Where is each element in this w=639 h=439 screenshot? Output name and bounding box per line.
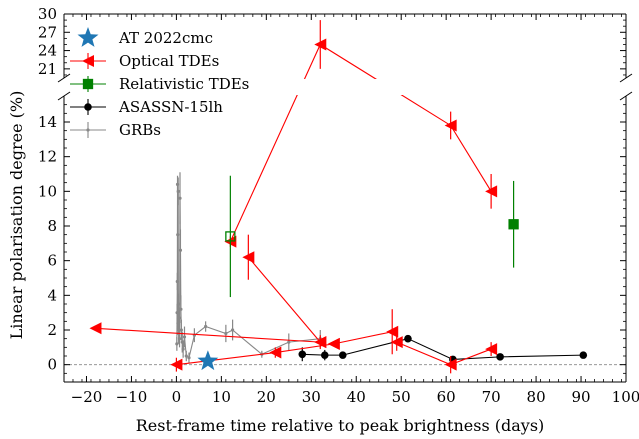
- x-tick-label: 90: [571, 388, 590, 406]
- legend-label: GRBs: [119, 121, 161, 139]
- legend-marker: [84, 103, 92, 111]
- grb-point: [287, 340, 291, 344]
- x-tick-label: 10: [212, 388, 231, 406]
- y-tick-label: 0: [47, 356, 57, 374]
- asassn-point: [579, 351, 588, 359]
- legend-item: Optical TDEs: [70, 52, 219, 70]
- x-tick-label: 80: [527, 388, 546, 406]
- optical-tde-point: [269, 346, 282, 359]
- asassn-point: [298, 350, 307, 359]
- x-tick-label: 60: [437, 388, 456, 406]
- grb-point: [175, 279, 179, 284]
- legend-item: ASASSN-15lh: [70, 98, 223, 116]
- x-tick-label: 100: [612, 388, 639, 406]
- y-tick-label: 6: [47, 252, 57, 270]
- optical-tde-point: [314, 38, 327, 51]
- grb-point: [176, 189, 180, 193]
- legend-marker: [77, 27, 99, 47]
- x-axis-label: Rest-frame time relative to peak brightn…: [136, 416, 545, 435]
- relativistic-tde-point: [225, 231, 236, 242]
- optical-tde-point: [485, 185, 498, 198]
- optical-tde-point: [89, 322, 102, 335]
- x-tick-label: 0: [172, 388, 182, 406]
- grb-point: [176, 302, 181, 306]
- y-tick-label-upper: 21: [38, 60, 57, 78]
- x-tick-label: 40: [347, 388, 366, 406]
- y-tick-label: 12: [38, 148, 57, 166]
- grb-point: [179, 307, 183, 311]
- grb-point: [175, 342, 179, 346]
- legend-item: AT 2022cmc: [77, 27, 213, 47]
- grb-point: [204, 324, 208, 329]
- legend-label: AT 2022cmc: [118, 29, 213, 47]
- grb-point: [179, 328, 183, 332]
- grb-point: [231, 328, 235, 332]
- optical-tde-point: [242, 251, 255, 264]
- y-axis-label: Linear polarisation degree (%): [7, 91, 26, 340]
- axis-break-gap: [54, 79, 636, 95]
- optical-tde-line: [396, 341, 492, 366]
- axis-break-mark: [57, 73, 71, 83]
- legend-label: Relativistic TDEs: [119, 75, 249, 93]
- axis-break-mark: [619, 73, 633, 83]
- y-tick-label: 14: [38, 113, 57, 131]
- asassn-point: [320, 351, 329, 359]
- y-tick-label: 4: [47, 286, 57, 304]
- optical-tde-point: [390, 336, 403, 349]
- grb-point: [182, 335, 187, 339]
- asassn-point: [496, 353, 504, 361]
- optical-tde-line: [229, 43, 492, 242]
- legend-item: Relativistic TDEs: [70, 75, 249, 93]
- legend-label: ASASSN-15lh: [118, 98, 223, 116]
- legend-label: Optical TDEs: [119, 52, 219, 70]
- optical-tde-point: [444, 119, 457, 132]
- grb-point: [181, 347, 185, 351]
- grb-point: [177, 337, 182, 341]
- y-tick-label: 2: [47, 321, 57, 339]
- legend-marker: [82, 55, 94, 67]
- axis-break-mark: [57, 91, 71, 101]
- asassn-point: [404, 334, 412, 343]
- y-tick-label-upper: 27: [38, 23, 57, 41]
- asassn-point: [338, 351, 347, 359]
- grb-point: [184, 354, 188, 358]
- x-tick-label: 30: [302, 388, 321, 406]
- optical-tde-line: [95, 327, 321, 343]
- x-tick-label: 20: [257, 388, 276, 406]
- grb-point: [187, 356, 191, 360]
- optical-tde-point: [386, 325, 399, 338]
- x-tick-label: 50: [392, 388, 411, 406]
- y-tick-label: 8: [47, 217, 57, 235]
- y-tick-label-upper: 30: [38, 5, 57, 23]
- grb-point: [224, 331, 228, 336]
- legend: AT 2022cmc Optical TDEs Relativistic TDEs A…: [70, 27, 249, 139]
- legend-marker: [86, 128, 90, 132]
- y-tick-label-upper: 24: [38, 42, 57, 60]
- optical-tde-line: [333, 331, 393, 345]
- y-tick-label: 10: [38, 182, 57, 200]
- optical-tde-point: [444, 358, 457, 371]
- axes-layer: −20 −10 0 10 20 30 40 50 60 70 80 90 100024681012142…: [38, 5, 639, 406]
- optical-tde-point: [170, 358, 183, 371]
- data-series-layer: [64, 20, 626, 374]
- grb-point: [177, 316, 181, 320]
- optical-tde-line: [247, 256, 321, 343]
- axis-break-mark: [619, 91, 633, 101]
- x-tick-label: 70: [482, 388, 501, 406]
- legend-marker: [82, 78, 94, 90]
- optical-tde-point: [485, 343, 498, 356]
- legend-item: GRBs: [70, 121, 161, 139]
- x-tick-label: −10: [116, 388, 148, 406]
- x-tick-label: −20: [71, 388, 103, 406]
- grb-point: [176, 233, 180, 237]
- relativistic-tde-point: [508, 219, 519, 230]
- at2022cmc-point: [197, 350, 219, 371]
- grb-point: [178, 248, 183, 252]
- optical-tde-point: [327, 337, 340, 350]
- grb-point: [178, 196, 182, 200]
